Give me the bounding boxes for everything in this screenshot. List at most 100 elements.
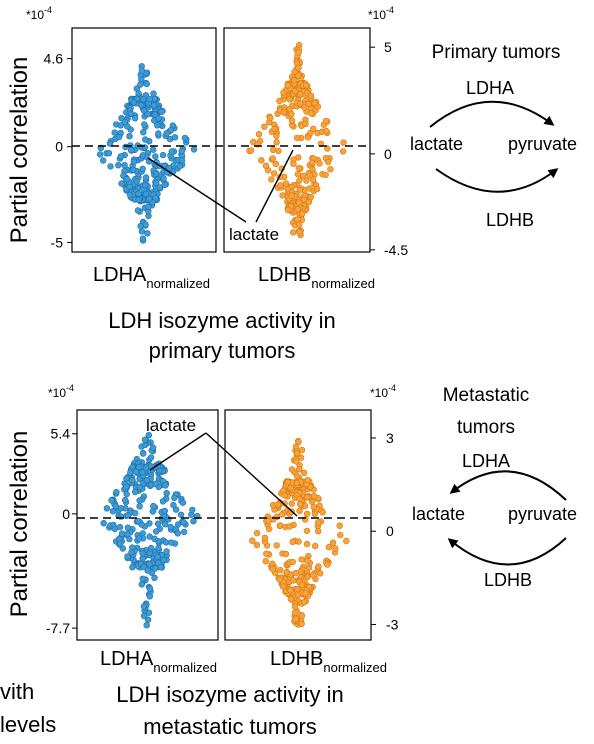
metastatic-xlabel-line2: metastatic tumors <box>143 714 317 739</box>
data-point <box>279 192 286 199</box>
primary-diagram-right: pyruvate <box>508 134 577 154</box>
data-point <box>108 497 115 504</box>
ytick-label: -5 <box>51 234 64 250</box>
data-point <box>190 517 197 525</box>
data-point <box>146 593 154 600</box>
data-point <box>297 91 304 98</box>
data-point <box>126 191 134 199</box>
data-point <box>152 194 159 202</box>
data-point <box>303 510 311 517</box>
data-point <box>295 438 302 445</box>
data-point <box>319 509 326 516</box>
data-point <box>317 570 324 577</box>
data-point <box>118 180 125 187</box>
metastatic-diagram-right: pyruvate <box>508 504 577 524</box>
data-point <box>293 449 301 457</box>
data-point <box>324 561 331 568</box>
data-point <box>135 190 142 197</box>
metastatic-ldha-yticks: 5.4 0 -7.7 <box>46 426 77 636</box>
data-point <box>145 203 152 211</box>
data-point <box>178 157 186 164</box>
primary-ldhb-xlabel: LDHBnormalized <box>258 264 375 291</box>
metastatic-leader-ldhb <box>205 432 298 517</box>
data-point <box>124 530 131 538</box>
metastatic-ldha-subplot: *10-4 5.4 0 -7.7 LDHAnormalized <box>46 383 219 675</box>
data-point <box>288 192 295 199</box>
data-point <box>315 519 322 526</box>
data-point <box>282 180 290 187</box>
data-point <box>149 444 157 451</box>
data-point <box>181 134 189 142</box>
data-point <box>139 550 146 557</box>
data-point <box>291 603 299 610</box>
data-point <box>267 114 274 122</box>
data-point <box>138 67 146 74</box>
data-point <box>147 454 155 461</box>
data-point <box>146 585 154 592</box>
data-point <box>322 117 330 125</box>
data-point <box>315 563 322 570</box>
data-point <box>295 199 303 206</box>
primary-xlabel-line2: primary tumors <box>149 338 296 363</box>
data-point <box>304 573 311 580</box>
data-point <box>128 549 135 556</box>
data-point <box>299 210 306 218</box>
metastatic-diagram-left: lactate <box>412 504 465 524</box>
data-point <box>139 450 147 457</box>
data-point <box>286 96 293 103</box>
data-point <box>163 130 170 137</box>
data-point <box>109 508 117 515</box>
primary-diagram-top-label: LDHA <box>466 78 514 98</box>
data-point <box>96 151 104 158</box>
data-point <box>300 469 308 476</box>
data-point <box>137 222 144 230</box>
data-point <box>277 182 284 189</box>
data-point <box>310 571 317 579</box>
data-point <box>112 503 119 510</box>
data-point <box>139 575 147 582</box>
data-point <box>277 522 284 529</box>
data-point <box>107 163 114 170</box>
data-point <box>133 178 141 185</box>
data-point <box>115 535 123 542</box>
data-point <box>150 146 157 153</box>
data-point <box>284 206 292 214</box>
data-point <box>309 166 316 173</box>
data-point <box>163 490 170 497</box>
data-point <box>269 155 276 162</box>
metastatic-diagram-title-line1: Metastatic <box>443 385 530 406</box>
data-point <box>262 162 270 169</box>
ytick-label: -7.7 <box>46 620 70 636</box>
data-point <box>270 146 277 154</box>
data-point <box>147 544 155 552</box>
data-point <box>291 87 299 95</box>
metastatic-diagram-top-label: LDHA <box>462 451 510 471</box>
data-point <box>168 148 176 155</box>
data-point <box>270 170 278 177</box>
data-point <box>154 553 161 560</box>
data-point <box>265 517 272 525</box>
data-point <box>163 548 170 555</box>
primary-ldha-yticks: 4.6 0 -5 <box>44 51 72 250</box>
data-point <box>123 176 130 183</box>
data-point <box>124 524 132 531</box>
metastatic-ylabel: Partial correlation <box>6 431 33 618</box>
data-point <box>135 517 142 525</box>
data-point <box>123 483 130 490</box>
data-point <box>296 177 303 184</box>
data-point <box>162 482 169 489</box>
data-point <box>307 110 315 117</box>
metastatic-ldha-arrow <box>449 470 567 501</box>
data-point <box>135 535 143 542</box>
primary-panel: Partial correlation *10-4 4.6 0 -5 LDHAnor… <box>6 5 408 363</box>
data-point <box>313 185 321 193</box>
data-point <box>261 534 269 541</box>
data-point <box>155 130 162 137</box>
data-point <box>146 95 154 103</box>
data-point <box>289 558 296 566</box>
data-point <box>141 436 149 443</box>
data-point <box>145 432 153 439</box>
data-point <box>284 479 291 486</box>
data-point <box>113 489 120 496</box>
metastatic-ldha-points <box>100 432 201 629</box>
